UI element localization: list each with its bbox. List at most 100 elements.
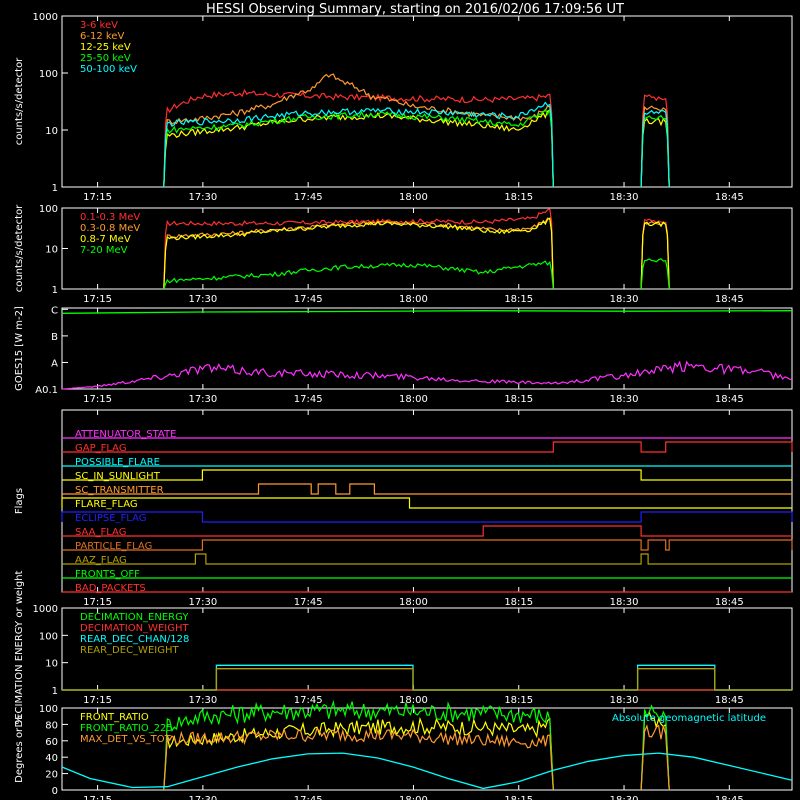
legend-entry: REAR_DEC_CHAN/128 (80, 634, 189, 645)
x-tick-label: 18:00 (399, 294, 428, 305)
y-axis-label-goes: GOES15 [W m-2] (14, 306, 25, 391)
series-line-max-det-vs-tot (163, 727, 554, 791)
y-axis-label-flags: Flags (14, 488, 25, 514)
series-line-12-25-kev (640, 117, 670, 188)
series-line-rear-dec-weight (62, 668, 792, 691)
flag-label: AAZ_FLAG (75, 555, 127, 566)
y-tick-label: 60 (45, 737, 58, 748)
series-line-7-20-mev (640, 258, 670, 290)
flag-label: POSSIBLE_FLARE (75, 457, 160, 468)
flag-label: FLARE_FLAG (75, 499, 138, 510)
series-line-0-8-7-mev (640, 221, 670, 290)
x-tick-label: 18:30 (610, 294, 639, 305)
series-line-12-25-kev (163, 109, 554, 188)
x-tick-label: 18:00 (399, 192, 428, 203)
x-tick-label: 18:15 (504, 294, 533, 305)
flag-label: SC_IN_SUNLIGHT (75, 471, 161, 482)
flag-line-flare_flag (61, 497, 792, 509)
flag-label: SC_TRANSMITTER (75, 485, 164, 496)
x-tick-label: 17:30 (188, 597, 217, 608)
panel-frame-ratios (61, 707, 793, 791)
x-tick-label: 17:30 (188, 795, 217, 800)
x-tick-label: 17:30 (188, 192, 217, 203)
series-line-goes-long (61, 310, 793, 314)
legend-entry: 3-6 keV (80, 20, 118, 31)
y-axis-label-lightcurves_high: counts/s/detector (14, 204, 25, 292)
x-tick-label: 17:45 (294, 192, 323, 203)
panel-frame-goes (61, 307, 793, 390)
legend-entry: 25-50 keV (80, 53, 131, 64)
legend-entry: REAR_DEC_WEIGHT (80, 645, 179, 656)
x-tick-label: 17:45 (294, 597, 323, 608)
x-tick-label: 18:00 (399, 597, 428, 608)
y-tick-label: 10 (45, 659, 58, 670)
y-tick-label: A0.1 (35, 385, 58, 396)
series-line-goes-short (61, 360, 793, 390)
flag-label: GAP_FLAG (75, 443, 127, 454)
x-tick-label: 17:30 (188, 695, 217, 706)
flag-label: ATTENUATOR_STATE (75, 429, 176, 440)
y-tick-label: 100 (39, 69, 58, 80)
legend-entry: 7-20 MeV (80, 245, 128, 256)
y-tick-label: 100 (39, 204, 58, 215)
x-tick-label: 17:15 (83, 192, 112, 203)
plot-title: HESSI Observing Summary, starting on 201… (206, 2, 624, 17)
series-line-absolute-geomagnetic-latitude (61, 752, 793, 790)
panels-group: 17:15 17:30 17:45 18:00 18:15 18:30 18:45 1 10 10… (14, 12, 793, 800)
series-line-3-6-kev (163, 88, 554, 188)
legend-entry: 50-100 keV (80, 64, 137, 75)
flag-label: SAA_FLAG (75, 527, 126, 538)
x-tick-label: 17:45 (294, 294, 323, 305)
series-line-0-1-0-3-mev (163, 208, 554, 290)
x-tick-label: 18:15 (504, 394, 533, 405)
y-tick-label: 10 (45, 245, 58, 256)
series-line-3-6-kev (640, 94, 670, 188)
y-axis-label-ratios: Degrees or % (14, 715, 25, 783)
x-tick-label: 17:45 (294, 394, 323, 405)
x-tick-label: 17:45 (294, 795, 323, 800)
x-tick-label: 18:45 (715, 294, 744, 305)
legend-entry: DECIMATION_WEIGHT (80, 623, 189, 634)
series-line-front-ratio-225 (640, 704, 670, 791)
x-tick-label: 18:45 (715, 597, 744, 608)
series-line-max-det-vs-tot (640, 724, 670, 791)
series-line-50-100-kev (163, 101, 554, 188)
x-tick-label: 17:15 (83, 597, 112, 608)
flag-line-sc_in_sunlight (62, 469, 792, 481)
y-tick-label: 80 (45, 720, 58, 731)
x-tick-label: 17:15 (83, 394, 112, 405)
series-line-50-100-kev (640, 109, 670, 188)
legend-entry: FRONT_RATIO_225 (80, 723, 173, 734)
x-tick-label: 18:45 (715, 192, 744, 203)
flag-label: FRONTS_OFF (75, 569, 140, 580)
x-tick-label: 18:15 (504, 695, 533, 706)
annotation-geomagnetic-latitude: Absolute geomagnetic latitude (612, 713, 766, 724)
x-tick-label: 18:00 (399, 695, 428, 706)
series-line-7-20-mev (163, 260, 554, 290)
y-tick-label: C (51, 305, 58, 316)
x-tick-label: 17:30 (188, 394, 217, 405)
flag-label: PARTICLE_FLAG (75, 541, 152, 552)
x-tick-label: 17:15 (83, 294, 112, 305)
series-line-0-3-0-8-mev (163, 217, 554, 290)
x-tick-label: 18:15 (504, 597, 533, 608)
flag-label: BAD_PACKETS (75, 583, 146, 594)
x-tick-label: 18:00 (399, 795, 428, 800)
x-tick-label: 18:45 (715, 795, 744, 800)
legend-entry: 0.8-7 MeV (80, 234, 131, 245)
x-tick-label: 17:15 (83, 795, 112, 800)
flag-label: ECLIPSE_FLAG (75, 513, 146, 524)
series-line-front-ratio-225 (163, 699, 554, 791)
y-tick-label: 10 (45, 126, 58, 137)
x-tick-label: 18:30 (610, 695, 639, 706)
flag-line-saa_flag (62, 525, 792, 537)
series-line-25-50-kev (640, 114, 670, 188)
y-tick-label: A (51, 358, 58, 369)
x-tick-label: 17:15 (83, 695, 112, 706)
y-tick-label: 1 (52, 686, 58, 697)
x-tick-label: 18:30 (610, 394, 639, 405)
y-tick-label: 1000 (33, 604, 58, 615)
y-axis-label-decimation: DECIMATION ENERGY or weight (14, 570, 25, 727)
x-tick-label: 18:30 (610, 795, 639, 800)
